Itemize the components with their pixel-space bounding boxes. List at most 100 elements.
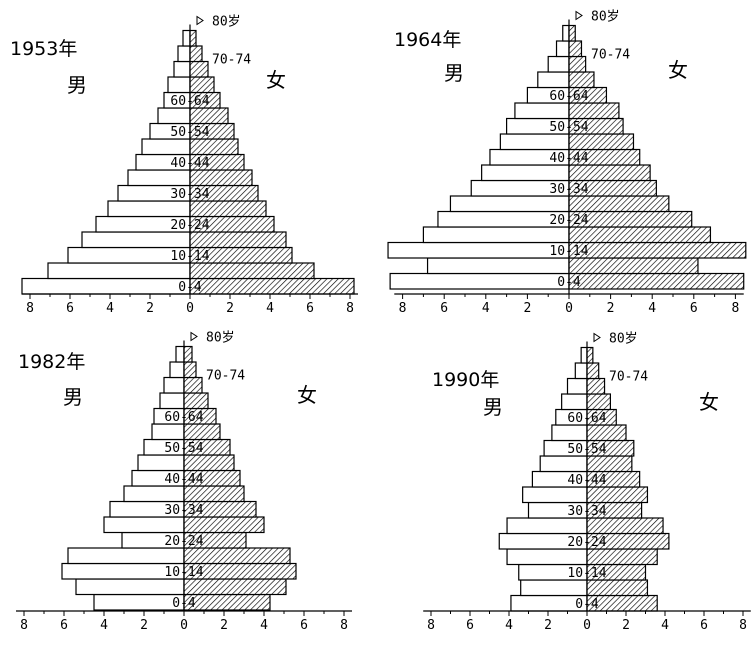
x-tick-label: 6 bbox=[466, 618, 474, 633]
age-label-60-64: 60-64 bbox=[567, 411, 606, 426]
female-bar-45-49 bbox=[183, 454, 235, 472]
pointer-arrow-icon bbox=[190, 331, 198, 342]
female-bar-15-19 bbox=[183, 547, 291, 565]
x-tick-label: 6 bbox=[306, 301, 314, 316]
female-bar-55-59 bbox=[183, 423, 221, 441]
age-label-0-4: 0-4 bbox=[557, 275, 581, 290]
bars-group bbox=[61, 345, 297, 611]
age-label-50-54: 50-54 bbox=[164, 441, 203, 456]
age-label-0-4: 0-4 bbox=[575, 597, 599, 612]
age-label-0-4: 0-4 bbox=[178, 280, 202, 295]
male-bar-15-19 bbox=[506, 548, 588, 566]
age-labels: 0-4 10-14 20-24 30-34 40-44 50-54 60-64 70-74 80… bbox=[549, 10, 630, 291]
female-bar-75-79 bbox=[586, 362, 600, 380]
age-label-0-4: 0-4 bbox=[172, 596, 196, 611]
female-bar-70-74 bbox=[183, 376, 203, 394]
female-bar-25-29 bbox=[568, 195, 670, 213]
female-bar-0-4 bbox=[183, 593, 271, 611]
x-tick-label: 4 bbox=[260, 618, 268, 633]
female-bar-15-19 bbox=[586, 548, 658, 566]
x-tick-label: 8 bbox=[427, 618, 435, 633]
male-bar-55-59 bbox=[551, 424, 588, 442]
age-label-10-14: 10-14 bbox=[170, 249, 209, 264]
male-bar-10-14 bbox=[387, 241, 570, 259]
age-label-40-44: 40-44 bbox=[170, 156, 209, 171]
male-bar-35-39 bbox=[127, 169, 191, 187]
female-bar-65-69 bbox=[183, 392, 209, 410]
age-label-10-14: 10-14 bbox=[549, 244, 588, 259]
male-bar-25-29 bbox=[107, 200, 191, 218]
age-label-70-74: 70-74 bbox=[591, 48, 630, 63]
female-bar-0-4 bbox=[568, 272, 745, 290]
pyramid-panel-1990: 1990年 男 女 8 6 4 2 0 2 4 6 8 0-4 10-14 20-24 30-34 40… bbox=[423, 332, 751, 633]
female-bar-35-39 bbox=[189, 169, 253, 187]
age-labels: 0-4 10-14 20-24 30-34 40-44 50-54 60-64 70-74 80… bbox=[164, 331, 245, 612]
age-label-50-54: 50-54 bbox=[567, 442, 606, 457]
x-tick-label: 4 bbox=[266, 301, 274, 316]
age-label-20-24: 20-24 bbox=[170, 218, 209, 233]
male-bar-65-69 bbox=[159, 392, 185, 410]
age-label-60-64: 60-64 bbox=[170, 94, 209, 109]
pyramid-panel-1964: 1964年 男 女 8 6 4 2 0 2 4 6 8 0-4 10-14 20-24 30-34 40… bbox=[387, 10, 747, 316]
male-bar-70-74 bbox=[566, 377, 588, 395]
x-tick-label: 0 bbox=[186, 301, 194, 316]
male-bar-5-9 bbox=[520, 579, 588, 597]
x-tick-label: 6 bbox=[300, 618, 308, 633]
panel-title: 1990年 bbox=[432, 369, 499, 391]
x-tick-label: 4 bbox=[661, 618, 669, 633]
male-bar-80岁 bbox=[182, 29, 191, 47]
x-axis: 8 6 4 2 0 2 4 6 8 bbox=[16, 340, 352, 633]
x-tick-label: 8 bbox=[340, 618, 348, 633]
x-tick-label: 8 bbox=[20, 618, 28, 633]
x-tick-label: 2 bbox=[220, 618, 228, 633]
age-label-70-74: 70-74 bbox=[206, 369, 245, 384]
female-bar-55-59 bbox=[586, 424, 627, 442]
male-bar-65-69 bbox=[167, 76, 191, 94]
pointer-arrow-icon bbox=[196, 15, 204, 26]
female-label: 女 bbox=[699, 390, 719, 414]
pointer-arrow-icon bbox=[593, 332, 601, 343]
age-label-20-24: 20-24 bbox=[549, 213, 588, 228]
male-bar-80岁 bbox=[175, 345, 185, 363]
male-bar-15-19 bbox=[422, 226, 570, 244]
male-bar-80岁 bbox=[562, 24, 570, 42]
x-tick-label: 0 bbox=[583, 618, 591, 633]
x-tick-label: 2 bbox=[622, 618, 630, 633]
x-tick-label: 2 bbox=[607, 301, 615, 316]
x-tick-label: 2 bbox=[226, 301, 234, 316]
female-bar-5-9 bbox=[189, 262, 315, 280]
male-bar-45-49 bbox=[137, 454, 185, 472]
x-tick-label: 2 bbox=[140, 618, 148, 633]
x-tick-label: 8 bbox=[399, 301, 407, 316]
x-tick-label: 8 bbox=[26, 301, 34, 316]
male-bar-65-69 bbox=[561, 393, 588, 411]
female-bar-75-79 bbox=[183, 361, 197, 379]
female-bar-5-9 bbox=[183, 578, 287, 596]
age-label-10-14: 10-14 bbox=[164, 565, 203, 580]
female-bar-45-49 bbox=[568, 133, 635, 151]
male-bar-75-79 bbox=[177, 45, 191, 63]
male-bar-35-39 bbox=[481, 164, 570, 182]
x-tick-label: 0 bbox=[565, 301, 573, 316]
male-bar-45-49 bbox=[141, 138, 191, 156]
male-bar-55-59 bbox=[514, 102, 570, 120]
female-bar-45-49 bbox=[586, 455, 633, 473]
x-axis: 8 6 4 2 0 2 4 6 8 bbox=[22, 24, 358, 316]
female-bar-5-9 bbox=[586, 579, 649, 597]
age-label-40-44: 40-44 bbox=[164, 472, 203, 487]
x-tick-label: 4 bbox=[505, 618, 513, 633]
female-bar-15-19 bbox=[189, 231, 287, 249]
x-tick-label: 6 bbox=[60, 618, 68, 633]
age-label-50-54: 50-54 bbox=[170, 125, 209, 140]
female-bar-35-39 bbox=[183, 485, 245, 503]
male-bar-55-59 bbox=[157, 107, 191, 125]
age-label-20-24: 20-24 bbox=[567, 535, 606, 550]
panel-title: 1953年 bbox=[10, 38, 77, 60]
female-bar-70-74 bbox=[586, 377, 606, 395]
female-bar-35-39 bbox=[586, 486, 649, 504]
male-bar-0-4 bbox=[93, 593, 185, 611]
female-bar-80岁 bbox=[183, 345, 193, 363]
female-bar-65-69 bbox=[189, 76, 215, 94]
male-label: 男 bbox=[63, 385, 83, 409]
female-bar-80岁 bbox=[586, 346, 594, 364]
